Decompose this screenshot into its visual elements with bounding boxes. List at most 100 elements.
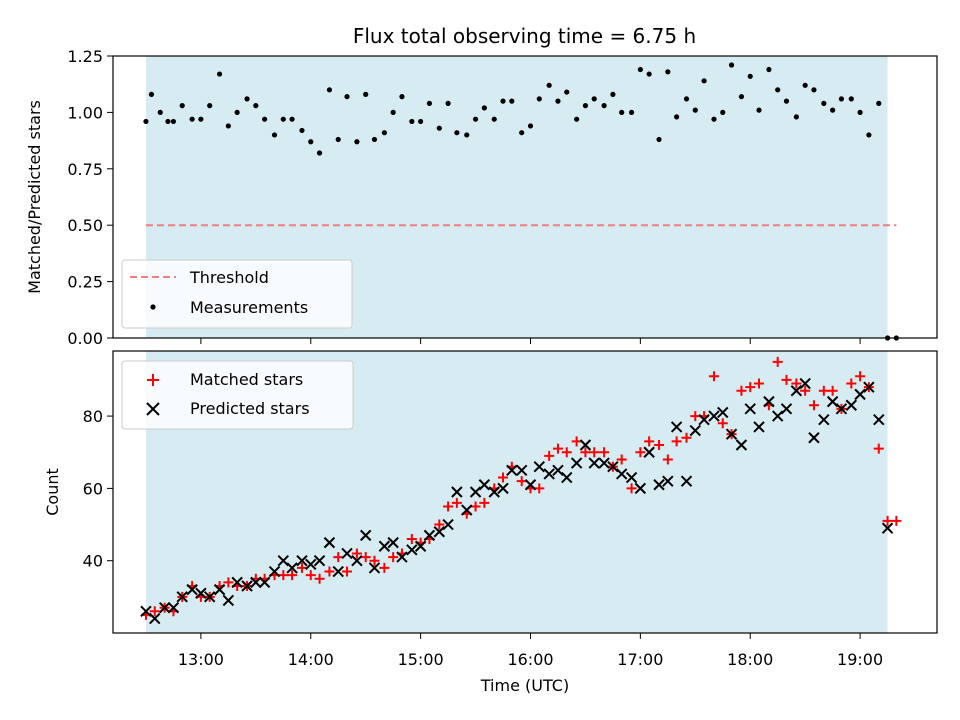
- matched-star-point: [882, 515, 893, 526]
- predicted-star-point: [634, 482, 647, 495]
- measurement-point: [481, 105, 487, 111]
- matched-star-point: [681, 432, 692, 443]
- matched-star-point: [498, 472, 509, 483]
- measurement-point: [665, 69, 671, 75]
- measurement-point: [436, 125, 442, 131]
- measurement-point: [280, 116, 286, 122]
- predicted-star-point: [607, 460, 619, 473]
- measurement-point: [165, 118, 171, 125]
- predicted-star-point: [258, 576, 271, 589]
- predicted-star-point: [167, 601, 180, 614]
- measurement-point: [747, 73, 753, 79]
- predicted-star-point: [497, 482, 509, 495]
- measurement-point: [555, 98, 561, 104]
- measurement-point: [381, 130, 387, 136]
- x-tick-label: 17:00: [617, 650, 663, 669]
- predicted-star-point: [808, 432, 820, 444]
- measurement-point: [509, 98, 515, 104]
- matched-star-point: [571, 436, 582, 447]
- predicted-star-point: [625, 471, 638, 484]
- y-tick-label: 0.50: [67, 216, 103, 235]
- predicted-star-point: [799, 377, 811, 390]
- matched-star-point: [287, 570, 298, 581]
- predicted-stars-points: [140, 377, 894, 625]
- matched-star-point: [223, 577, 234, 588]
- predicted-star-point: [543, 468, 555, 480]
- legend-threshold-label: Threshold: [189, 268, 269, 287]
- x-tick-label: 13:00: [178, 650, 224, 669]
- measurement-point: [692, 107, 698, 113]
- measurement-point: [536, 96, 542, 102]
- matched-star-point: [855, 371, 866, 382]
- y-tick-label: 0.25: [67, 273, 103, 292]
- measurement-point: [683, 96, 690, 102]
- predicted-star-point: [313, 554, 326, 567]
- predicted-star-point: [442, 518, 454, 531]
- top-x-ticks: [200, 338, 861, 344]
- predicted-star-point: [698, 413, 710, 426]
- measurement-point: [418, 118, 424, 125]
- predicted-star-point: [149, 612, 161, 625]
- x-tick-label: 16:00: [507, 650, 553, 669]
- matched-star-point: [644, 436, 655, 447]
- measurement-point: [207, 103, 213, 109]
- matched-star-point: [781, 374, 792, 385]
- measurement-point: [637, 66, 643, 73]
- top-y-ticks: 0.00 0.25 0.50 0.75 1.00 1.25: [67, 47, 113, 348]
- predicted-star-point: [579, 439, 592, 451]
- predicted-star-point: [305, 558, 317, 571]
- matched-star-point: [470, 501, 481, 512]
- bottom-y-ticks: 40 60 80: [83, 407, 113, 571]
- matched-star-point: [534, 483, 545, 494]
- top-panel: 0.00 0.25 0.50 0.75 1.00 1.25 Matched/Predict…: [25, 47, 938, 348]
- measurement-point: [225, 123, 231, 129]
- y-tick-label: 1.25: [67, 47, 103, 66]
- measurement-point: [838, 96, 845, 102]
- measurement-point: [793, 114, 799, 120]
- measurement-point: [610, 91, 616, 97]
- matched-star-point: [808, 400, 819, 411]
- matched-star-point: [544, 450, 555, 461]
- measurement-point: [519, 130, 525, 136]
- predicted-star-point: [203, 591, 216, 603]
- measurement-point: [148, 91, 155, 97]
- measurement-point: [628, 109, 635, 115]
- measurement-point: [234, 109, 240, 115]
- measurement-point: [591, 96, 597, 102]
- measurement-point: [830, 107, 836, 113]
- measurement-point: [711, 116, 717, 122]
- predicted-star-point: [780, 403, 793, 415]
- matched-star-point: [561, 447, 572, 458]
- matched-star-point: [342, 566, 353, 577]
- matched-star-point: [305, 570, 316, 581]
- predicted-star-point: [140, 605, 152, 618]
- matched-star-point: [717, 418, 728, 429]
- predicted-star-point: [515, 464, 528, 477]
- legend-predicted-label: Predicted stars: [190, 399, 310, 418]
- predicted-star-point: [241, 580, 253, 592]
- measurement-point: [335, 136, 341, 143]
- bottom-panel: 40 60 80 13:00 14:00 15:00 16:00 17:00 18:00 19:…: [43, 350, 938, 695]
- predicted-star-point: [881, 522, 894, 534]
- bottom-x-ticks: 13:00 14:00 15:00 16:00 17:00 18:00 19:00: [178, 633, 883, 669]
- measurement-point: [491, 116, 497, 122]
- measurement-point: [775, 87, 781, 93]
- measurement-point: [720, 109, 726, 115]
- measurement-point: [500, 98, 506, 104]
- measurement-point: [619, 109, 625, 115]
- matched-star-point: [736, 385, 747, 396]
- predicted-star-point: [396, 551, 408, 563]
- predicted-star-point: [863, 381, 875, 393]
- matched-star-point: [314, 573, 325, 584]
- y-tick-label: 0.00: [67, 329, 103, 348]
- matched-star-point: [745, 382, 756, 393]
- y-tick-label: 80: [83, 407, 103, 426]
- predicted-star-point: [423, 529, 436, 542]
- predicted-star-point: [378, 540, 391, 552]
- measurement-point: [271, 132, 278, 138]
- predicted-star-point: [653, 479, 665, 491]
- predicted-star-point: [406, 544, 418, 556]
- predicted-star-point: [533, 460, 545, 473]
- predicted-star-point: [588, 457, 600, 469]
- predicted-star-point: [662, 475, 674, 487]
